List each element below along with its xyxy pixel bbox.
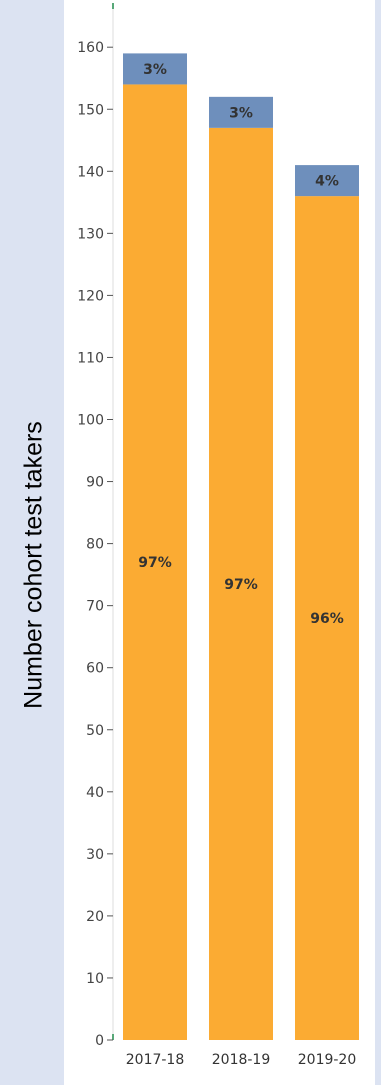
x-category-label: 2018-19: [212, 1052, 271, 1068]
bar-segment-primary: [295, 196, 359, 1040]
y-tick-label: 120: [77, 288, 104, 304]
bar-segment-secondary: [209, 96, 273, 128]
bar-segment-primary: [123, 84, 187, 1041]
y-tick-label: 10: [86, 971, 104, 987]
y-tick-label: 70: [86, 599, 104, 615]
y-tick-label: 160: [77, 40, 104, 56]
y-tick-label: 50: [86, 723, 104, 739]
bar-data-label: 96%: [310, 611, 344, 627]
x-category-label: 2017-18: [126, 1052, 185, 1068]
bar-data-label: 97%: [138, 555, 172, 571]
y-tick-label: 110: [77, 350, 104, 366]
x-category-label: 2019-20: [298, 1052, 357, 1068]
bar-segment-secondary: [295, 165, 359, 197]
y-tick-label: 100: [77, 413, 104, 429]
y-tick-label: 140: [77, 164, 104, 180]
bar-data-label: 3%: [143, 62, 167, 78]
y-tick-label: 0: [95, 1033, 104, 1049]
y-tick-label: 60: [86, 661, 104, 677]
bar-data-label: 3%: [229, 105, 253, 121]
bar-data-label: 97%: [224, 577, 258, 593]
y-tick-label: 150: [77, 102, 104, 118]
y-tick-label: 130: [77, 226, 104, 242]
y-tick-label: 20: [86, 909, 104, 925]
y-tick-label: 80: [86, 537, 104, 553]
y-tick-label: 90: [86, 475, 104, 491]
bar-segment-primary: [209, 127, 273, 1041]
y-tick-label: 30: [86, 847, 104, 863]
y-tick-label: 40: [86, 785, 104, 801]
bar-segment-secondary: [123, 53, 187, 85]
bar-data-label: 4%: [315, 174, 339, 190]
